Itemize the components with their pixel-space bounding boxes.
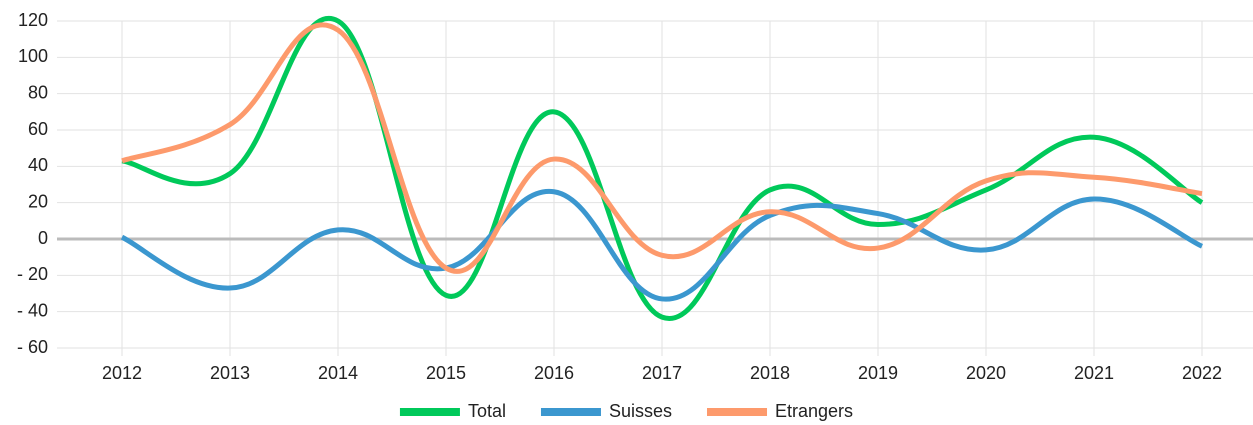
y-tick-label: - 60 (17, 337, 48, 357)
series-line (121, 22, 1203, 274)
x-tick-label: 2016 (534, 363, 574, 383)
x-tick-label: 2015 (426, 363, 466, 383)
x-tick-label: 2017 (642, 363, 682, 383)
y-tick-label: 120 (18, 10, 48, 30)
x-tick-label: 2020 (966, 363, 1006, 383)
x-tick-label: 2013 (210, 363, 250, 383)
series-line (120, 189, 1204, 302)
y-tick-label: - 20 (17, 264, 48, 284)
y-tick-label: 100 (18, 46, 48, 66)
y-tick-label: 40 (28, 155, 48, 175)
legend-label: Etrangers (775, 401, 853, 421)
y-tick-label: 60 (28, 119, 48, 139)
y-tick-label: - 40 (17, 300, 48, 320)
legend-label: Suisses (609, 401, 672, 421)
x-tick-label: 2014 (318, 363, 358, 383)
y-tick-label: 0 (38, 228, 48, 248)
x-tick-label: 2019 (858, 363, 898, 383)
x-tick-label: 2022 (1182, 363, 1222, 383)
x-tick-label: 2012 (102, 363, 142, 383)
y-tick-label: 20 (28, 191, 48, 211)
x-tick-label: 2021 (1074, 363, 1114, 383)
y-tick-label: 80 (28, 82, 48, 102)
x-tick-label: 2018 (750, 363, 790, 383)
legend-label: Total (468, 401, 506, 421)
